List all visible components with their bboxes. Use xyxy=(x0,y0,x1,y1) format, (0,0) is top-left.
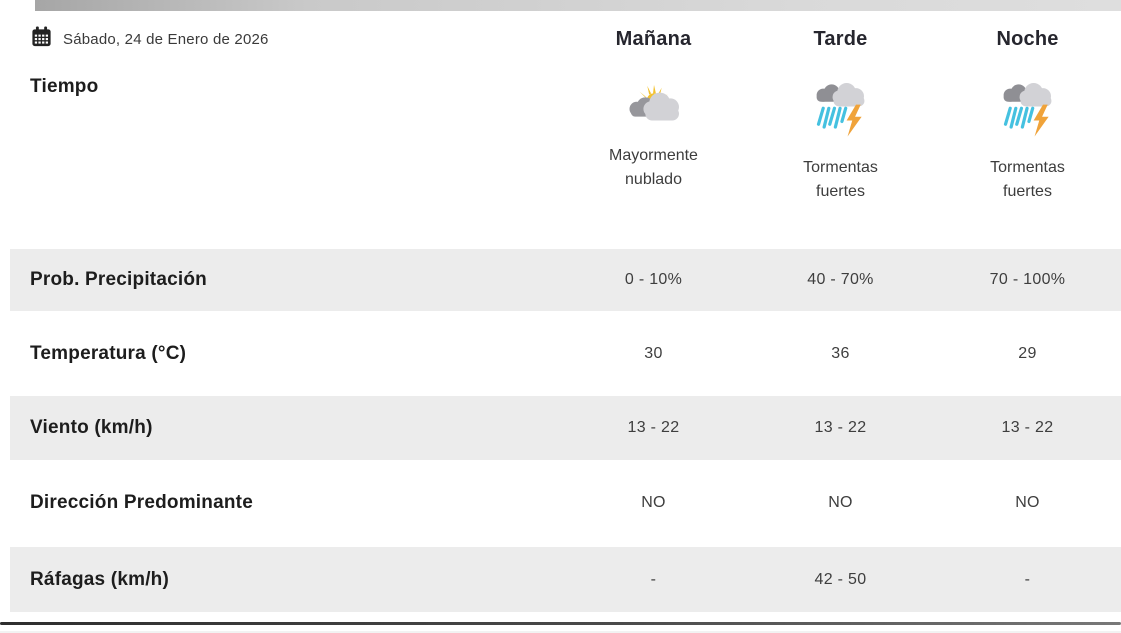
mostly-cloudy-icon xyxy=(560,82,747,132)
column-header-tarde: Tarde xyxy=(813,27,868,50)
cell-value: NO xyxy=(641,493,666,511)
cell-value: 42 - 50 xyxy=(814,570,867,588)
condition-tarde: Tormentas fuertes xyxy=(747,58,934,204)
row-label: Ráfagas (km/h) xyxy=(30,568,170,590)
cell-value: NO xyxy=(1015,493,1040,511)
date-label: Sábado, 24 de Enero de 2026 xyxy=(63,30,269,48)
table-row-gusts: Ráfagas (km/h) - 42 - 50 - xyxy=(10,547,1121,612)
cell-value: - xyxy=(1024,570,1031,588)
condition-noche: Tormentas fuertes xyxy=(934,58,1121,204)
header-row: Sábado, 24 de Enero de 2026 Mañana Tarde… xyxy=(0,20,1121,58)
cell-value: 30 xyxy=(644,344,663,362)
table-row-wind: Viento (km/h) 13 - 22 13 - 22 13 - 22 xyxy=(10,396,1121,460)
column-header-manana: Mañana xyxy=(615,27,692,50)
table-row-wind-direction: Dirección Predominante NO NO NO xyxy=(0,460,1121,545)
bottom-rule xyxy=(0,622,1121,625)
condition-manana: Mayormente nublado xyxy=(560,58,747,192)
heavy-thunderstorm-icon xyxy=(747,82,934,144)
column-header-noche: Noche xyxy=(996,27,1059,50)
cell-value: 0 - 10% xyxy=(624,271,683,288)
heavy-thunderstorm-icon xyxy=(934,82,1121,144)
condition-caption: Mayormente nublado xyxy=(609,147,698,188)
condition-caption: Tormentas fuertes xyxy=(803,159,878,200)
cell-value: - xyxy=(650,570,657,588)
cell-value: 70 - 100% xyxy=(989,271,1066,288)
row-label: Dirección Predominante xyxy=(30,491,253,513)
table-row-temperature: Temperatura (°C) 30 36 29 xyxy=(0,311,1121,396)
cell-value: 13 - 22 xyxy=(627,419,680,436)
row-label-tiempo: Tiempo xyxy=(30,76,99,97)
cell-value: 13 - 22 xyxy=(814,419,867,436)
conditions-row: Tiempo xyxy=(0,58,1121,245)
cell-value: NO xyxy=(828,493,853,511)
top-divider-bar xyxy=(35,0,1121,11)
cell-value: 40 - 70% xyxy=(807,271,874,288)
condition-caption: Tormentas fuertes xyxy=(990,159,1065,200)
table-row-precipitation: Prob. Precipitación 0 - 10% 40 - 70% 70 … xyxy=(10,249,1121,311)
row-label: Prob. Precipitación xyxy=(30,269,207,290)
cell-value: 36 xyxy=(831,344,850,362)
cell-value: 13 - 22 xyxy=(1001,419,1054,436)
date-selector[interactable]: Sábado, 24 de Enero de 2026 xyxy=(0,25,560,53)
row-label: Viento (km/h) xyxy=(30,417,153,438)
cell-value: 29 xyxy=(1018,344,1037,362)
row-label: Temperatura (°C) xyxy=(30,342,187,364)
calendar-icon xyxy=(30,25,53,53)
